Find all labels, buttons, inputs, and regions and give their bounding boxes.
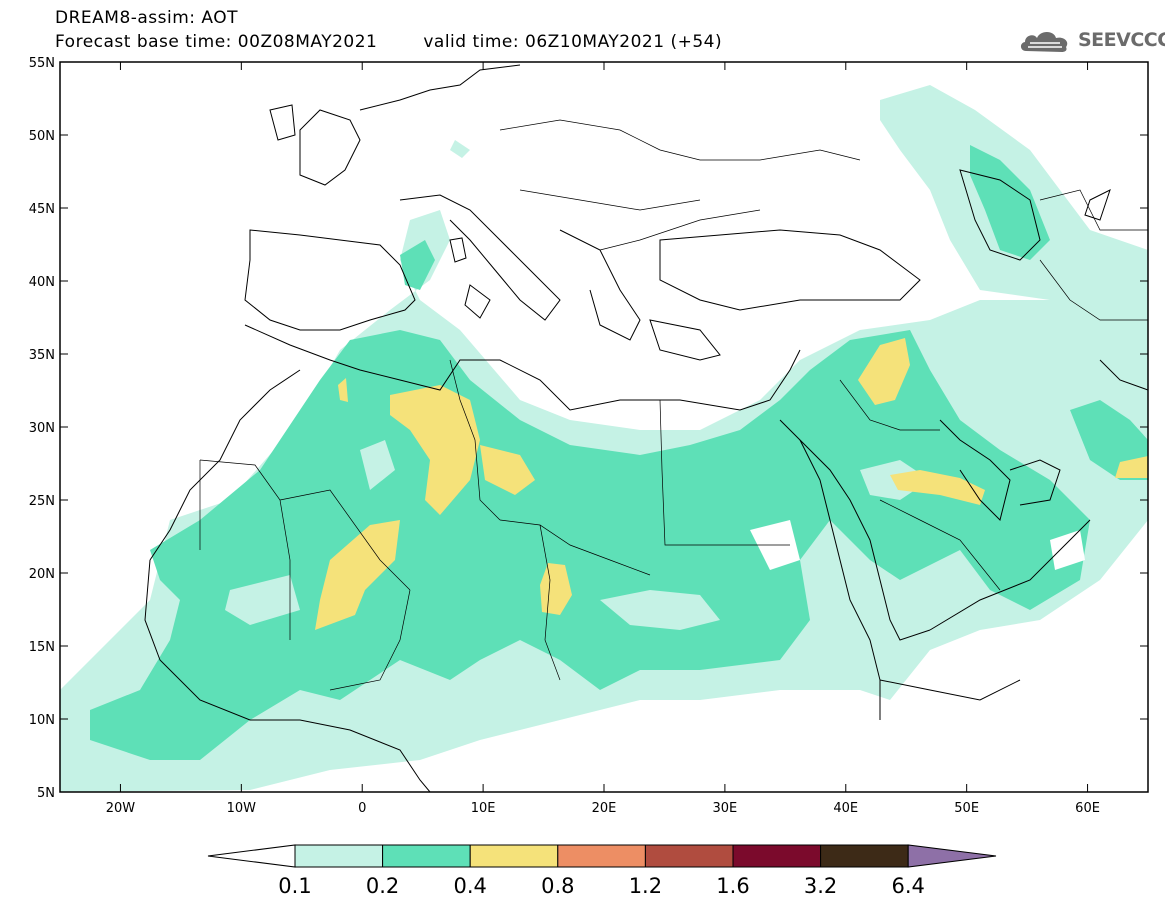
lat-tick-label: 15N — [29, 640, 55, 655]
cloud-logo-icon — [1020, 32, 1068, 52]
lat-tick-label: 10N — [29, 713, 55, 728]
lat-tick-label: 35N — [29, 348, 55, 363]
aot-level-0-4 — [315, 338, 1148, 630]
base-time: Forecast base time: 00Z08MAY2021 — [55, 32, 378, 52]
colorbar-box — [732, 844, 822, 868]
aot-level-0-2 — [90, 145, 1148, 760]
colorbar-box — [469, 844, 559, 868]
lat-tick-label: 30N — [29, 421, 55, 436]
lat-tick-label: 5N — [37, 786, 55, 801]
valid-time: valid time: 06Z10MAY2021 (+54) — [423, 32, 723, 52]
lat-tick-label: 20N — [29, 567, 55, 582]
colorbar-label: 1.2 — [629, 874, 662, 898]
coastlines — [144, 64, 1148, 792]
colorbar-label: 0.2 — [366, 874, 399, 898]
colorbar-box — [294, 844, 384, 868]
colorbar-label: 1.6 — [716, 874, 749, 898]
lon-tick-label: 20W — [106, 801, 136, 816]
colorbar-label: 6.4 — [891, 874, 924, 898]
lon-tick-label: 40E — [833, 801, 858, 816]
colorbar-box — [382, 844, 471, 868]
colorbar-label: 0.1 — [278, 874, 311, 898]
political-borders — [199, 119, 1148, 691]
colorbar-label: 0.4 — [453, 874, 486, 898]
map-subtitle: Forecast base time: 00Z08MAY2021 valid ti… — [55, 32, 722, 52]
lat-tick-label: 25N — [29, 494, 55, 509]
lon-tick-label: 60E — [1075, 801, 1100, 816]
colorbar-label: 0.8 — [541, 874, 574, 898]
seevccc-logo: SEEVCCC — [1018, 25, 1165, 57]
map-title: DREAM8-assim: AOT — [55, 8, 239, 28]
lat-tick-label: 50N — [29, 129, 55, 144]
lat-tick-label: 40N — [29, 275, 55, 290]
colorbar — [207, 844, 997, 868]
colorbar-label: 3.2 — [804, 874, 837, 898]
aot-field — [60, 85, 1148, 792]
colorbar-box — [644, 844, 734, 868]
colorbar-under-arrow — [207, 844, 296, 868]
lon-tick-label: 30E — [713, 801, 738, 816]
lon-tick-label: 20E — [592, 801, 617, 816]
logo-text: SEEVCCC — [1078, 29, 1165, 51]
lon-tick-label: 50E — [954, 801, 979, 816]
lat-tick-label: 55N — [29, 56, 55, 71]
colorbar-labels: 0.1 0.2 0.4 0.8 1.2 1.6 3.2 6.4 — [278, 874, 925, 898]
colorbar-over-arrow — [907, 844, 997, 868]
longitude-axis: 20W 10W 0 10E 20E 30E 40E 50E 60E — [106, 62, 1100, 816]
colorbar-box — [557, 844, 646, 868]
lon-tick-label: 0 — [358, 801, 366, 816]
lat-tick-label: 45N — [29, 202, 55, 217]
lon-tick-label: 10W — [227, 801, 257, 816]
latitude-axis: 55N 50N 45N 40N 35N 30N 25N 20N 15N 10N 5N — [29, 56, 1148, 801]
lon-tick-label: 10E — [471, 801, 496, 816]
colorbar-box — [820, 844, 909, 868]
